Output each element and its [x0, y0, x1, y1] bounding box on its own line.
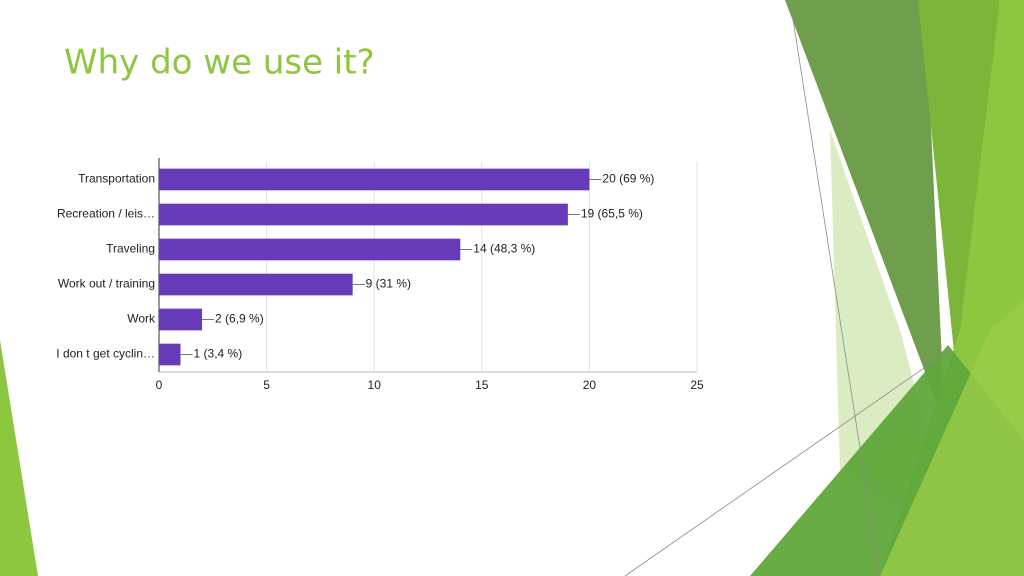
- bar: [159, 203, 568, 226]
- y-tick-label: Recreation / leis…: [57, 207, 155, 221]
- x-tick-label: 0: [156, 378, 163, 392]
- value-label: 9 (31 %): [366, 277, 411, 291]
- bar: [159, 273, 353, 296]
- x-tick-label: 15: [475, 378, 489, 392]
- value-label: 2 (6,9 %): [215, 312, 264, 326]
- chart: 0 5 10 15 20 25 Transportation 20 (69 %) Recreat…: [56, 158, 704, 392]
- y-tick-label: Work out / training: [58, 277, 155, 291]
- y-tick-label: Traveling: [106, 242, 155, 256]
- value-label: 19 (65,5 %): [581, 207, 643, 221]
- left-shape: [0, 340, 38, 576]
- x-tick-label: 25: [690, 378, 704, 392]
- x-tick-label: 10: [368, 378, 382, 392]
- slide-title: Why do we use it?: [64, 43, 375, 83]
- bar: [159, 308, 203, 331]
- dark-shape: [785, 0, 945, 425]
- deco-line: [789, 0, 881, 576]
- bar: [159, 238, 461, 261]
- value-label: 14 (48,3 %): [473, 242, 535, 256]
- value-label: 20 (69 %): [602, 172, 654, 186]
- value-label: 1 (3,4 %): [194, 347, 243, 361]
- y-tick-label: Transportation: [78, 172, 155, 186]
- x-tick-label: 20: [583, 378, 597, 392]
- x-tick-label: 5: [263, 378, 270, 392]
- mid-shape: [918, 0, 1000, 430]
- y-tick-label: I don t get cyclin…: [56, 347, 155, 361]
- y-tick-label: Work: [127, 312, 156, 326]
- deco-line: [624, 349, 951, 576]
- bar: [159, 168, 590, 191]
- bar: [159, 343, 181, 366]
- bottom-right-shape: [880, 300, 1024, 576]
